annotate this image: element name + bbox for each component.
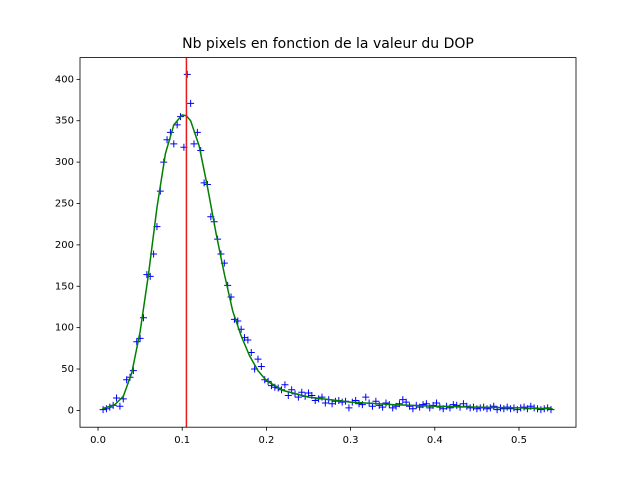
x-tick-label: 0.0 (90, 435, 106, 446)
data-point (136, 334, 144, 342)
data-point (187, 99, 195, 107)
data-point (254, 355, 262, 363)
y-tick-label: 0 (68, 405, 74, 416)
data-point (537, 406, 545, 414)
data-point (520, 403, 528, 411)
y-tick-label: 100 (55, 323, 74, 334)
data-point (170, 140, 178, 148)
data-point (419, 401, 427, 409)
fit-line (101, 114, 553, 410)
x-tick-label: 0.2 (258, 435, 274, 446)
data-point (389, 404, 397, 412)
data-point (284, 392, 292, 400)
data-point (143, 271, 151, 279)
plot-frame (79, 57, 577, 428)
data-point (432, 399, 440, 407)
data-point (244, 336, 252, 344)
x-tick-label: 0.5 (511, 435, 527, 446)
y-tick-label: 150 (55, 281, 74, 292)
y-tick-label: 50 (61, 364, 74, 375)
data-point (227, 293, 235, 301)
data-point (183, 70, 191, 78)
data-point (257, 363, 265, 371)
data-point (409, 405, 417, 413)
chart-title: Nb pixels en fonction de la valeur du DO… (182, 36, 474, 52)
y-tick-label: 250 (55, 199, 74, 210)
data-point (345, 404, 353, 412)
data-point (116, 402, 124, 410)
y-tick-label: 200 (55, 240, 74, 251)
y-tick-label: 300 (55, 157, 74, 168)
data-point (483, 405, 491, 413)
data-point (355, 400, 363, 408)
data-point (362, 393, 370, 401)
data-point (490, 402, 498, 410)
x-tick-label: 0.3 (343, 435, 359, 446)
data-point (547, 406, 555, 414)
data-point (321, 399, 329, 407)
data-point (190, 140, 198, 148)
x-tick-label: 0.4 (427, 435, 443, 446)
data-point (281, 381, 289, 389)
data-point (446, 404, 454, 412)
data-point (133, 338, 141, 346)
data-point (113, 394, 121, 402)
data-point (500, 405, 508, 413)
data-point (382, 399, 390, 407)
data-point (139, 314, 147, 322)
data-point (466, 404, 474, 412)
data-point (395, 400, 403, 408)
data-point (173, 121, 181, 129)
data-point (298, 388, 306, 396)
y-tick-label: 350 (55, 116, 74, 127)
data-point (507, 405, 515, 413)
data-point (99, 406, 107, 414)
x-tick-label: 0.1 (174, 435, 190, 446)
y-tick-label: 400 (55, 74, 74, 85)
data-point (453, 401, 461, 409)
